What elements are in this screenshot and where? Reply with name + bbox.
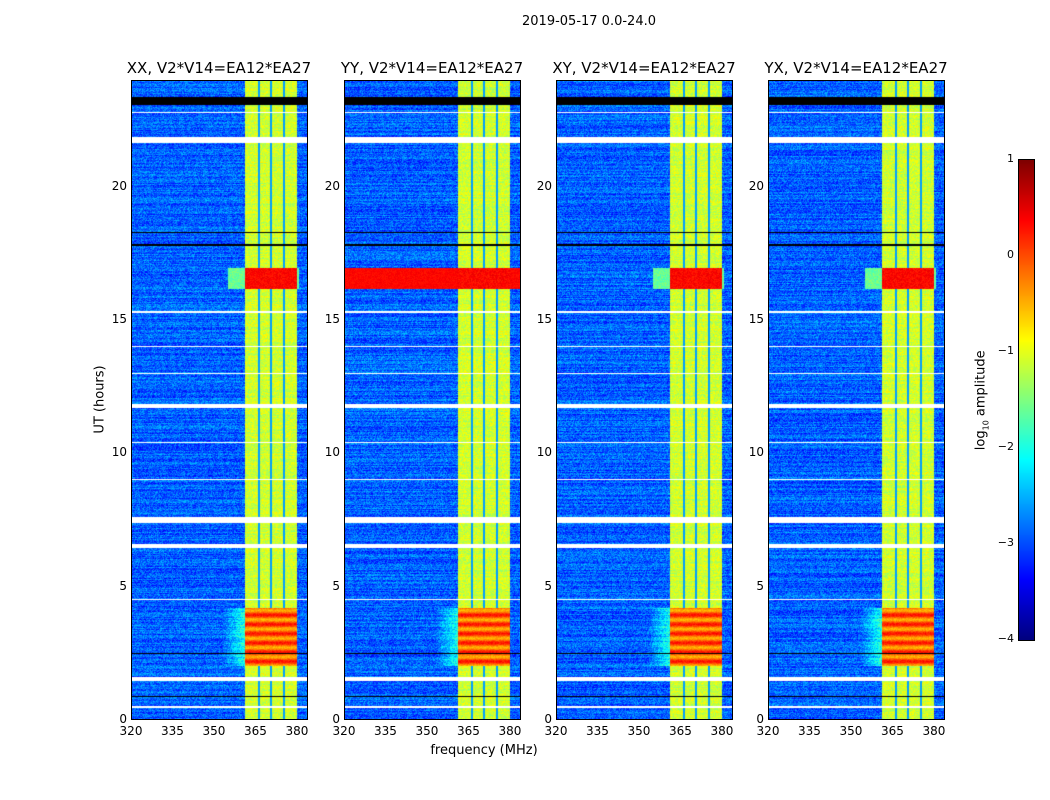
colorbar	[1018, 159, 1035, 641]
x-tick-label: 365	[669, 724, 692, 738]
x-tick-label: 365	[457, 724, 480, 738]
x-tick-label: 320	[119, 724, 143, 738]
x-tick-label: 335	[374, 724, 397, 738]
x-tick-label: 350	[627, 724, 651, 738]
spectrogram-panel	[556, 80, 733, 720]
x-tick-label: 335	[586, 724, 609, 738]
y-tick-label: 20	[536, 178, 552, 193]
x-tick-label: 380	[498, 724, 522, 738]
x-tick-label: 380	[922, 724, 946, 738]
figure-title: 2019-05-17 0.0-24.0	[522, 14, 656, 29]
x-tick-label: 365	[244, 724, 267, 738]
y-tick-label: 15	[111, 312, 127, 326]
y-tick-label: 20	[748, 178, 764, 193]
y-tick-label: 0	[332, 712, 340, 726]
y-tick-label: 0	[119, 712, 127, 726]
x-tick-label: 320	[544, 724, 568, 738]
y-tick-label: 5	[756, 578, 764, 593]
panel-title: YX, V2*V14=EA12*EA27	[764, 59, 948, 77]
y-tick-label: 15	[748, 312, 764, 326]
x-tick-label: 380	[285, 724, 309, 738]
y-tick-label: 0	[544, 712, 552, 726]
y-tick-label: 20	[111, 178, 127, 193]
x-tick-label: 320	[332, 724, 356, 738]
spectrogram-heatmap	[345, 81, 520, 719]
x-tick-label: 320	[756, 724, 780, 738]
x-tick-label: 335	[161, 724, 184, 738]
colorbar-tick-label: −1	[997, 344, 1014, 357]
spectrogram-heatmap	[557, 81, 732, 719]
colorbar-tick-label: 1	[1007, 152, 1014, 165]
y-tick-label: 10	[111, 445, 127, 460]
panel-title: YY, V2*V14=EA12*EA27	[340, 59, 524, 77]
spectrogram-panel	[768, 80, 945, 720]
y-tick-label: 5	[332, 578, 340, 593]
spectrogram-heatmap	[769, 81, 944, 719]
y-tick-label: 10	[748, 445, 764, 460]
y-tick-label: 10	[324, 445, 340, 460]
y-tick-label: 5	[544, 578, 552, 593]
colorbar-tick-label: −2	[997, 440, 1014, 453]
colorbar-tick-label: 0	[1007, 248, 1014, 261]
colorbar-tick-label: −3	[997, 536, 1014, 549]
y-tick-label: 15	[324, 312, 340, 326]
y-tick-label: 10	[536, 445, 552, 460]
y-tick-label: 5	[119, 578, 127, 593]
x-tick-label: 335	[798, 724, 821, 738]
x-tick-label: 350	[202, 724, 226, 738]
y-tick-label: 20	[324, 178, 340, 193]
x-tick-label: 350	[415, 724, 439, 738]
x-tick-label: 350	[839, 724, 863, 738]
panel-title: XY, V2*V14=EA12*EA27	[552, 59, 736, 77]
spectrogram-panel	[131, 80, 308, 720]
colorbar-gradient	[1019, 160, 1034, 640]
y-axis-label: UT (hours)	[92, 365, 108, 434]
x-tick-label: 380	[710, 724, 734, 738]
y-tick-label: 15	[536, 312, 552, 326]
x-tick-label: 365	[881, 724, 904, 738]
colorbar-tick-label: −4	[997, 632, 1014, 645]
panel-title: XX, V2*V14=EA12*EA27	[126, 59, 312, 77]
x-axis-label: frequency (MHz)	[430, 743, 538, 758]
spectrogram-heatmap	[132, 81, 307, 719]
spectrogram-panel	[344, 80, 521, 720]
y-tick-label: 0	[756, 712, 764, 726]
